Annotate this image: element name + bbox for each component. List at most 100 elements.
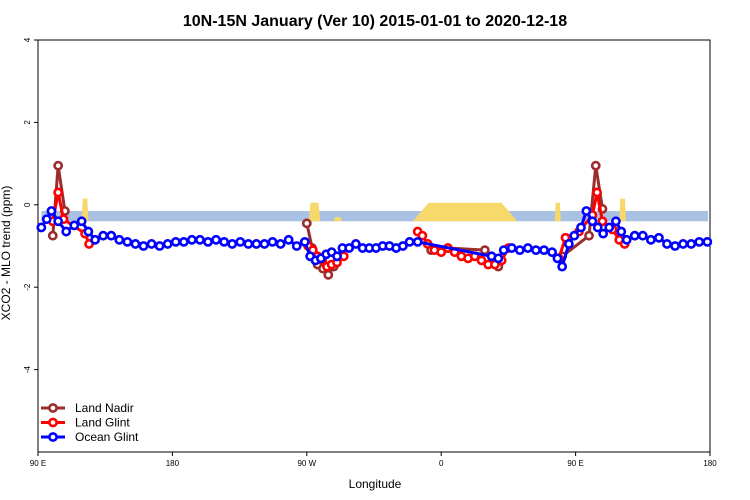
data-point [506, 243, 517, 253]
data-point [98, 230, 109, 241]
data-point [130, 239, 141, 249]
legend-marker [48, 432, 58, 442]
data-point [36, 222, 47, 233]
data-point [531, 245, 541, 256]
ocean-band [41, 210, 708, 222]
data-point [547, 247, 557, 258]
data-point [219, 236, 230, 247]
legend-label: Ocean Glint [75, 430, 139, 444]
data-point [629, 230, 640, 241]
data-point [53, 216, 64, 227]
x-tick-label: 90 W [297, 459, 316, 468]
y-tick-label: 0 [23, 202, 32, 207]
data-point [590, 160, 601, 171]
data-point [259, 239, 270, 249]
data-point [662, 239, 672, 249]
x-tick-label: 0 [439, 459, 444, 468]
land-segment [412, 202, 518, 222]
data-point [569, 230, 580, 241]
legend-marker [48, 403, 58, 413]
data-point [581, 206, 592, 216]
data-point [702, 236, 713, 247]
data-point [47, 230, 58, 241]
data-point [670, 241, 680, 251]
data-point [412, 236, 423, 247]
data-point [350, 239, 361, 249]
data-point [178, 236, 189, 247]
land-segment [619, 198, 626, 222]
data-point [584, 230, 594, 241]
plot-frame [37, 39, 711, 453]
data-point [138, 241, 149, 251]
data-point [301, 218, 312, 229]
data-point [552, 253, 563, 264]
x-axis-label: Longitude [349, 477, 402, 491]
data-point [323, 269, 334, 280]
data-point [114, 234, 125, 245]
x-axis: 90 E 180 90 W 0 90 E 180 [30, 452, 717, 468]
data-point [598, 228, 609, 239]
y-axis: -4 -2 0 2 4 [23, 37, 38, 373]
data-point [604, 222, 615, 233]
data-point [344, 243, 355, 253]
data-point [251, 239, 262, 249]
data-point [53, 160, 64, 171]
legend-marker [48, 417, 58, 428]
data-point [291, 241, 302, 251]
data-point [332, 251, 342, 262]
data-point [203, 236, 213, 247]
data-point [46, 206, 57, 216]
legend-label: Land Glint [75, 416, 130, 430]
data-point [694, 236, 705, 247]
y-tick-label: -4 [23, 365, 32, 373]
y-axis-label: XCO2 - MLO trend (ppm) [0, 186, 13, 321]
data-point [404, 236, 415, 247]
land-segment [81, 198, 89, 222]
land-segment [554, 202, 561, 222]
legend-label: Land Nadir [75, 401, 134, 415]
data-point [90, 234, 101, 245]
series-ocean-glint [36, 206, 713, 272]
data-point [587, 216, 598, 227]
data-point [146, 239, 157, 249]
data-point [637, 230, 648, 241]
data-point [162, 239, 173, 249]
data-point [235, 236, 246, 247]
land-ocean-band [41, 198, 708, 222]
data-point [557, 261, 568, 272]
data-point [417, 230, 428, 241]
data-point [243, 239, 254, 249]
chart-title: 10N-15N January (Ver 10) 2015-01-01 to 2… [183, 13, 567, 30]
data-point [616, 226, 627, 237]
data-point [122, 236, 133, 247]
data-point [621, 234, 632, 245]
data-point [514, 245, 525, 256]
data-point [397, 241, 408, 251]
y-tick-label: -2 [23, 283, 32, 291]
data-point [592, 187, 603, 198]
data-point [522, 243, 533, 253]
data-point [645, 234, 656, 245]
data-point [275, 239, 286, 249]
data-point [611, 216, 621, 227]
data-point [267, 236, 278, 247]
land-segment [333, 217, 342, 222]
data-point [53, 187, 64, 198]
x-tick-label: 180 [166, 459, 180, 468]
data-point [106, 230, 117, 241]
data-point [686, 239, 697, 249]
data-point [597, 216, 608, 227]
data-point [678, 239, 689, 249]
data-point [211, 234, 221, 245]
x-tick-label: 180 [703, 459, 717, 468]
x-tick-label: 90 E [30, 459, 46, 468]
data-point [476, 255, 487, 266]
data-point [154, 241, 165, 251]
data-point [576, 222, 586, 233]
data-point [41, 214, 52, 225]
data-point [76, 216, 87, 227]
data-point [563, 239, 574, 249]
data-point [69, 220, 80, 231]
